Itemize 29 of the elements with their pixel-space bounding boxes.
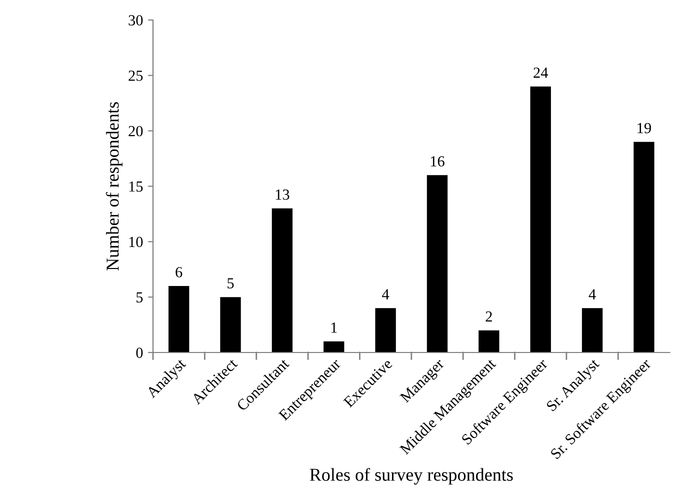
data-label: 4 [588, 289, 596, 300]
y-tick-label: 30 [128, 15, 143, 26]
bar [272, 208, 293, 352]
data-label: 1 [331, 322, 337, 333]
data-label: 4 [382, 289, 390, 300]
bar [634, 142, 654, 352]
bar [530, 86, 551, 352]
bar [324, 341, 344, 352]
data-label: 6 [176, 267, 182, 278]
y-tick-label: 20 [128, 126, 143, 136]
bar [168, 286, 190, 352]
x-axis-title: Roles of survey respondents [310, 468, 513, 485]
data-label: 16 [430, 156, 444, 167]
bar [582, 308, 603, 352]
data-label: 13 [276, 189, 290, 200]
data-label: 5 [228, 278, 234, 288]
bar [478, 330, 500, 352]
data-label: 19 [638, 122, 651, 134]
data-label: 24 [534, 68, 548, 78]
y-tick-label: 5 [136, 292, 143, 303]
bar [375, 308, 396, 352]
y-tick-label: 25 [128, 70, 143, 81]
bar [426, 175, 448, 352]
y-tick-label: 15 [129, 181, 143, 192]
data-label: 2 [486, 311, 492, 322]
y-tick-label: 10 [129, 236, 143, 248]
bar [220, 297, 241, 352]
y-tick-label: 0 [136, 348, 143, 358]
y-axis-title: Number of respondents [106, 102, 122, 270]
